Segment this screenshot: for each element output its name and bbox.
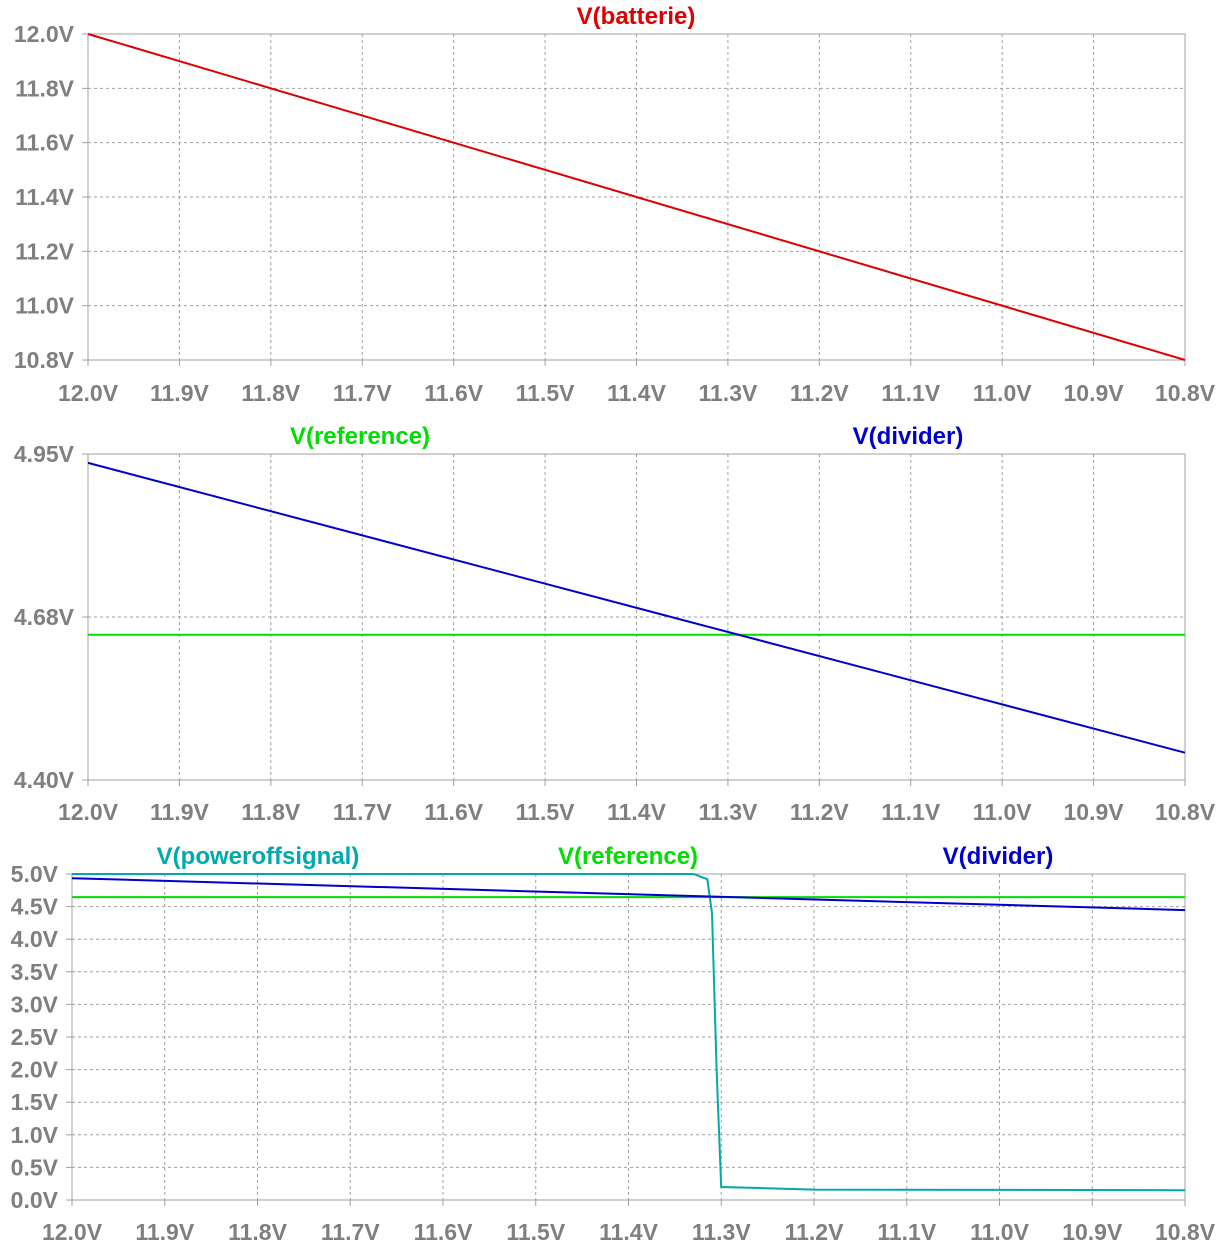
y-tick-label: 4.40V xyxy=(14,767,75,793)
x-tick-label: 11.3V xyxy=(692,1219,751,1245)
x-tick-label: 11.1V xyxy=(877,1219,936,1245)
x-tick-label: 10.9V xyxy=(1064,380,1125,406)
x-tick-label: 11.8V xyxy=(241,799,300,825)
trace-label: V(batterie) xyxy=(577,3,696,30)
x-tick-label: 11.0V xyxy=(973,380,1032,406)
panel-1: 12.0V 11.9V 11.8V 11.7V 11.6V 11.5V 11.4V 11.3V… xyxy=(14,3,1216,406)
panel-2: 12.0V 11.9V 11.8V 11.7V 11.6V 11.5V 11.4V 11.3V… xyxy=(14,423,1216,825)
y-tick-label: 12.0V xyxy=(14,21,75,47)
series-line-0 xyxy=(87,33,1186,361)
plot-frame xyxy=(87,33,1186,361)
x-tick-label: 11.3V xyxy=(698,380,757,406)
y-tick-label: 11.8V xyxy=(15,75,74,101)
x-tick-label: 11.6V xyxy=(414,1219,473,1245)
x-tick-label: 11.5V xyxy=(506,1219,565,1245)
y-tick-label: 0.0V xyxy=(11,1187,59,1213)
y-tick-label: 1.0V xyxy=(11,1122,59,1148)
y-tick-label: 4.5V xyxy=(11,894,59,920)
x-tick-label: 11.9V xyxy=(135,1219,194,1245)
x-tick-label: 10.8V xyxy=(1155,1219,1216,1245)
plot-frame xyxy=(87,453,1186,781)
y-tick-label: 5.0V xyxy=(11,861,59,887)
x-tick-label: 11.8V xyxy=(228,1219,287,1245)
x-tick-label: 12.0V xyxy=(58,799,119,825)
x-tick-label: 11.2V xyxy=(790,380,849,406)
x-tick-label: 11.9V xyxy=(150,799,209,825)
series-line-1 xyxy=(87,461,1186,754)
y-tick-label: 11.2V xyxy=(15,238,74,264)
x-tick-label: 11.1V xyxy=(881,799,940,825)
x-tick-label: 11.7V xyxy=(333,799,392,825)
x-tick-label: 11.0V xyxy=(973,799,1032,825)
trace-label: V(reference) xyxy=(558,843,698,870)
y-tick-label: 11.4V xyxy=(15,184,74,210)
x-tick-label: 11.8V xyxy=(241,380,300,406)
x-tick-label: 11.0V xyxy=(970,1219,1029,1245)
trace-label: V(divider) xyxy=(943,843,1054,870)
x-tick-label: 11.1V xyxy=(881,380,940,406)
y-tick-label: 1.5V xyxy=(11,1089,59,1115)
x-tick-label: 10.8V xyxy=(1155,380,1216,406)
y-tick-label: 2.5V xyxy=(11,1024,59,1050)
x-tick-label: 11.4V xyxy=(607,799,666,825)
series-line-0 xyxy=(72,873,1186,1192)
x-tick-label: 11.4V xyxy=(599,1219,658,1245)
y-tick-label: 3.5V xyxy=(11,959,59,985)
y-tick-label: 10.8V xyxy=(14,347,75,373)
x-tick-label: 11.7V xyxy=(321,1219,380,1245)
x-tick-label: 11.9V xyxy=(150,380,209,406)
x-tick-label: 11.7V xyxy=(333,380,392,406)
x-tick-label: 11.5V xyxy=(516,380,575,406)
x-tick-label: 11.6V xyxy=(424,799,483,825)
series-line-2 xyxy=(71,877,1186,912)
y-tick-label: 11.6V xyxy=(15,130,74,156)
y-tick-label: 4.0V xyxy=(11,926,59,952)
x-tick-label: 10.9V xyxy=(1062,1219,1123,1245)
x-tick-label: 11.3V xyxy=(698,799,757,825)
x-tick-label: 11.2V xyxy=(790,799,849,825)
y-tick-label: 3.0V xyxy=(11,991,59,1017)
trace-label: V(divider) xyxy=(853,423,964,450)
x-tick-label: 11.6V xyxy=(424,380,483,406)
x-tick-label: 11.2V xyxy=(785,1219,844,1245)
y-tick-label: 2.0V xyxy=(11,1057,59,1083)
x-tick-label: 12.0V xyxy=(58,380,119,406)
y-tick-label: 0.5V xyxy=(11,1154,59,1180)
x-tick-label: 10.9V xyxy=(1064,799,1125,825)
x-tick-label: 11.5V xyxy=(516,799,575,825)
panel-3: 12.0V 11.9V 11.8V 11.7V 11.6V 11.5V 11.4V 11.3V… xyxy=(11,843,1216,1245)
x-tick-label: 12.0V xyxy=(42,1219,103,1245)
y-tick-label: 11.0V xyxy=(15,293,74,319)
y-tick-label: 4.68V xyxy=(14,604,75,630)
trace-label: V(poweroffsignal) xyxy=(157,843,360,870)
x-tick-label: 11.4V xyxy=(607,380,666,406)
trace-label: V(reference) xyxy=(290,423,430,450)
x-tick-label: 10.8V xyxy=(1155,799,1216,825)
y-tick-label: 4.95V xyxy=(14,441,75,467)
